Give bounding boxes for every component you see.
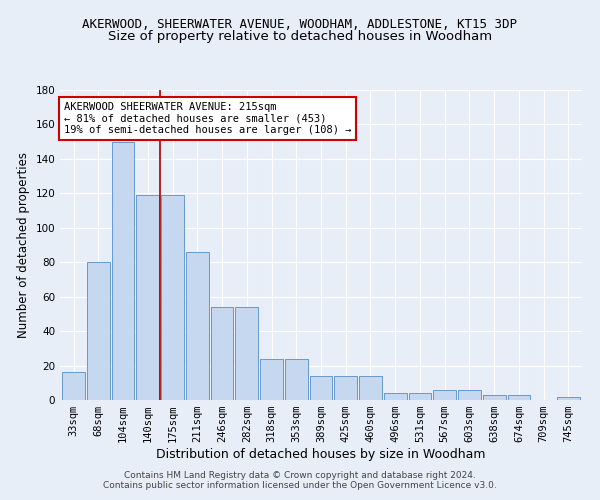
- Bar: [161, 195, 184, 400]
- Bar: [557, 396, 580, 400]
- Bar: [433, 390, 456, 400]
- Bar: [112, 142, 134, 400]
- Bar: [87, 262, 110, 400]
- Bar: [458, 390, 481, 400]
- Text: Size of property relative to detached houses in Woodham: Size of property relative to detached ho…: [108, 30, 492, 43]
- Text: AKERWOOD, SHEERWATER AVENUE, WOODHAM, ADDLESTONE, KT15 3DP: AKERWOOD, SHEERWATER AVENUE, WOODHAM, AD…: [83, 18, 517, 30]
- Bar: [334, 376, 357, 400]
- Bar: [384, 393, 407, 400]
- Bar: [285, 358, 308, 400]
- Bar: [260, 358, 283, 400]
- Y-axis label: Number of detached properties: Number of detached properties: [17, 152, 30, 338]
- Bar: [235, 307, 258, 400]
- Bar: [508, 395, 530, 400]
- Bar: [186, 252, 209, 400]
- Bar: [62, 372, 85, 400]
- Bar: [409, 393, 431, 400]
- Bar: [310, 376, 332, 400]
- Text: Contains HM Land Registry data © Crown copyright and database right 2024.
Contai: Contains HM Land Registry data © Crown c…: [103, 470, 497, 490]
- Bar: [136, 195, 159, 400]
- X-axis label: Distribution of detached houses by size in Woodham: Distribution of detached houses by size …: [156, 448, 486, 461]
- Bar: [211, 307, 233, 400]
- Bar: [483, 395, 506, 400]
- Bar: [359, 376, 382, 400]
- Text: AKERWOOD SHEERWATER AVENUE: 215sqm
← 81% of detached houses are smaller (453)
19: AKERWOOD SHEERWATER AVENUE: 215sqm ← 81%…: [64, 102, 351, 136]
